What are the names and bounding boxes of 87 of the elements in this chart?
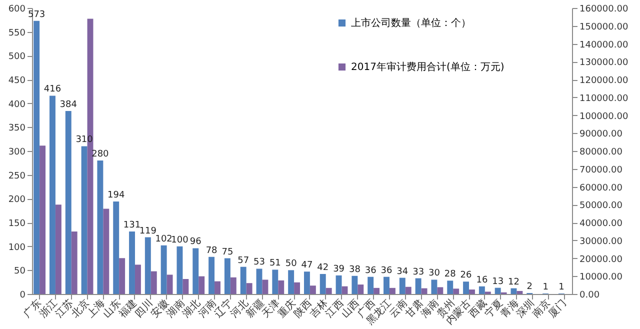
y2-tick-label: 70000.00 — [580, 165, 623, 176]
data-label: 38 — [348, 264, 361, 275]
data-label: 416 — [44, 84, 62, 95]
data-label: 47 — [301, 260, 313, 271]
y2-tick-label: 60000.00 — [580, 183, 623, 194]
data-label: 30 — [428, 268, 440, 279]
data-label: 36 — [364, 266, 377, 276]
y-tick-label: 550 — [8, 28, 26, 38]
y2-tick-label: 150000.00 — [580, 22, 628, 32]
y2-tick-label: 110000.00 — [580, 94, 628, 104]
data-label: 53 — [254, 258, 265, 268]
y2-tick-label: 130000.00 — [580, 58, 628, 68]
bar — [144, 237, 151, 294]
data-label: 36 — [380, 266, 392, 276]
y-tick-label: 50 — [14, 266, 26, 277]
y2-tick-label: 100000.00 — [580, 112, 628, 122]
bar — [478, 286, 485, 294]
y-tick-label: 400 — [8, 100, 26, 110]
data-label: 26 — [460, 270, 472, 281]
bar — [431, 280, 438, 294]
data-label: 39 — [333, 264, 345, 274]
data-label: 1 — [558, 282, 564, 293]
y-tick-label: 300 — [8, 148, 26, 158]
y-tick-label: 150 — [8, 219, 26, 229]
y2-tick-label: 0.00 — [580, 290, 600, 300]
y2-tick-label: 10000.00 — [580, 272, 623, 283]
data-label: 50 — [285, 259, 298, 270]
bar — [368, 276, 374, 294]
bar — [384, 276, 390, 294]
bar — [65, 110, 72, 294]
data-label: 78 — [206, 246, 218, 256]
data-label: 75 — [222, 247, 234, 258]
bar — [129, 232, 135, 294]
y-tick-label: 600 — [8, 4, 26, 14]
bar — [240, 266, 246, 294]
data-label: 573 — [28, 10, 46, 20]
y-tick-label: 0 — [20, 290, 26, 300]
y-tick-label: 250 — [8, 171, 26, 182]
data-label: 33 — [412, 267, 424, 278]
bar — [160, 245, 167, 294]
y2-tick-label: 120000.00 — [580, 76, 628, 86]
y2-tick-label: 30000.00 — [580, 236, 623, 247]
data-label: 102 — [155, 234, 172, 244]
data-label: 16 — [476, 275, 488, 286]
y2-tick-label: 20000.00 — [580, 254, 623, 265]
data-label: 28 — [444, 270, 456, 280]
data-label: 119 — [139, 226, 157, 236]
y-tick-label: 200 — [8, 195, 26, 206]
bar — [447, 280, 454, 294]
legend-label: 上市公司数量（单位：个） — [351, 17, 471, 29]
y2-tick-label: 90000.00 — [580, 130, 623, 140]
data-label: 1 — [542, 282, 548, 293]
data-label: 100 — [171, 235, 189, 246]
data-label: 34 — [396, 266, 408, 277]
bar — [415, 278, 422, 294]
data-label: 42 — [317, 262, 329, 273]
bar — [224, 258, 230, 294]
y2-tick-label: 160000.00 — [580, 4, 628, 14]
y-tick-label: 100 — [8, 242, 26, 253]
bar — [463, 282, 470, 294]
y-tick-label: 500 — [8, 52, 26, 62]
bar — [192, 248, 199, 294]
bar — [336, 275, 342, 294]
data-label: 2 — [526, 282, 533, 292]
y2-tick-label: 140000.00 — [580, 40, 628, 50]
y2-tick-label: 80000.00 — [580, 148, 623, 158]
y-tick-label: 350 — [8, 124, 26, 134]
bar — [320, 274, 326, 294]
y2-tick-label: 40000.00 — [580, 219, 623, 229]
bar — [399, 278, 406, 294]
data-label: 57 — [238, 256, 250, 266]
y-tick-label: 450 — [8, 76, 26, 86]
data-label: 96 — [190, 237, 202, 248]
data-label: 13 — [492, 276, 504, 287]
data-label: 131 — [123, 220, 141, 231]
y2-tick-label: 50000.00 — [580, 201, 623, 212]
bar — [494, 288, 501, 294]
bar — [113, 202, 120, 294]
bar — [49, 96, 56, 294]
legend-label: 2017年审计费用合计(单位：万元) — [351, 61, 504, 73]
data-label: 51 — [269, 258, 281, 269]
data-label: 12 — [508, 277, 520, 288]
bar — [176, 246, 183, 294]
data-label: 194 — [108, 190, 125, 201]
bar — [208, 256, 215, 294]
bar — [304, 272, 310, 294]
data-label: 384 — [60, 100, 78, 110]
